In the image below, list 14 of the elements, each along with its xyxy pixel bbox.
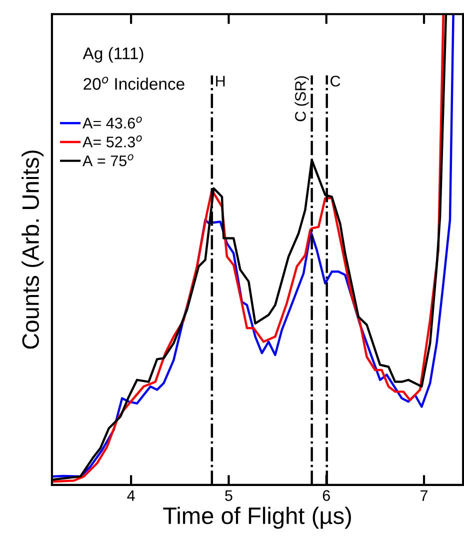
y-axis-title: Counts (Arb. Units) (22, 150, 44, 349)
x-tick-label: 7 (420, 490, 428, 501)
ref-line-label: C (SR) (294, 76, 309, 122)
annotation: 20$^{o}$ Incidence (84, 76, 184, 90)
ref-line-label: H (216, 76, 225, 86)
ref-line-label: C (330, 76, 340, 87)
legend-label: A = 75$^{o}$ (82, 154, 134, 166)
x-tick-label: 6 (322, 490, 330, 501)
legend-label: A= 43.6$^{o}$ (82, 116, 142, 129)
x-tick-label: 4 (127, 490, 135, 501)
legend-label: A= 52.3$^{o}$ (82, 135, 142, 148)
x-axis-title: Time of Flight (µs) (163, 506, 351, 529)
x-tick-label: 5 (225, 490, 232, 501)
annotation: Ag (111) (82, 47, 144, 63)
